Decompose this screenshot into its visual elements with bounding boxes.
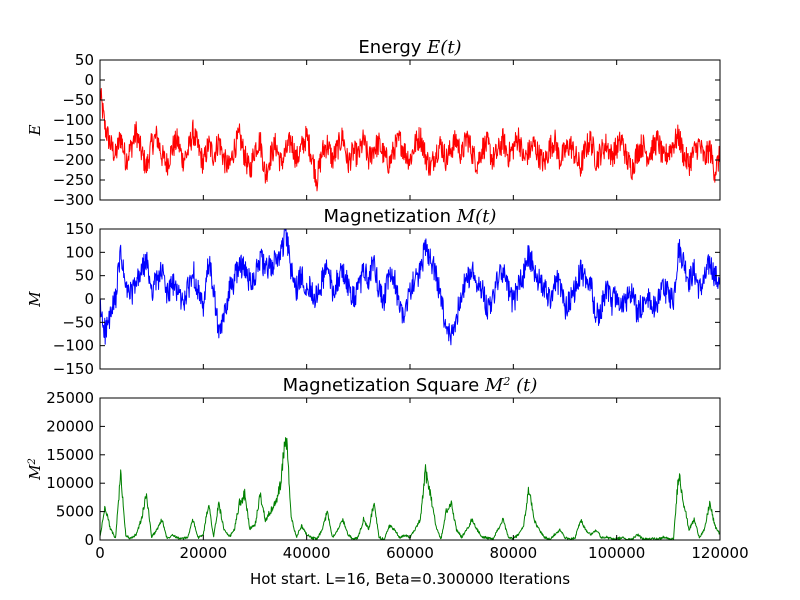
magnetization-y-tick-label: −100 [53, 337, 94, 355]
energy-plot-area [100, 88, 720, 192]
energy-series-line [100, 88, 720, 192]
magnetization-square-title: Magnetization Square M2 (t) [283, 375, 538, 397]
energy-y-ticks: 50 0 −50 −100 −150 −200 −250 −300 [53, 51, 721, 209]
energy-y-tick-label: −200 [53, 151, 94, 169]
magnetization-panel: Magnetization M(t) 150100500−50−100−150 … [26, 206, 721, 378]
magnetization-square-panel: Magnetization Square M2 (t) 25000 20000 15… [26, 375, 749, 563]
magnetization-square-x-tick-label: 80000 [489, 544, 537, 562]
energy-y-tick-label: −100 [53, 111, 94, 129]
magnetization-title: Magnetization M(t) [324, 206, 497, 227]
magnetization-square-y-tick-label: 20000 [46, 417, 94, 435]
x-axis-label: Hot start. L=16, Beta=0.300000 Iteration… [250, 570, 570, 588]
magnetization-y-tick-label: −150 [53, 360, 94, 378]
magnetization-square-y-tick-label: 10000 [46, 474, 94, 492]
magnetization-y-tick-label: 0 [84, 290, 94, 308]
magnetization-series-line [100, 229, 720, 346]
magnetization-square-x-tick-label: 20000 [179, 544, 227, 562]
magnetization-square-y-tick-label: 5000 [56, 503, 94, 521]
energy-y-tick-label: −300 [53, 191, 94, 209]
magnetization-y-axis-label: M [26, 291, 44, 308]
magnetization-square-x-ticks: 0 20000 40000 60000 80000 100000 120000 [95, 398, 749, 562]
magnetization-square-x-tick-label: 120000 [691, 544, 748, 562]
energy-y-tick-label: 0 [84, 71, 94, 89]
magnetization-square-x-tick-label: 100000 [588, 544, 645, 562]
magnetization-square-x-tick-label: 0 [95, 544, 105, 562]
magnetization-plot-area [100, 229, 720, 346]
magnetization-square-x-tick-label: 40000 [283, 544, 331, 562]
magnetization-square-y-tick-label: 25000 [46, 389, 94, 407]
magnetization-y-tick-label: 150 [65, 220, 94, 238]
energy-panel: Energy E(t) 50 0 −50 −100 −150 −200 −250 −300 E [26, 37, 721, 209]
magnetization-square-y-axis-label: M2 [26, 458, 44, 481]
magnetization-square-y-tick-label: 0 [84, 531, 94, 549]
energy-y-axis-label: E [26, 124, 44, 136]
magnetization-y-tick-label: 100 [65, 243, 94, 261]
magnetization-square-y-ticks: 25000 20000 15000 10000 5000 0 [46, 389, 720, 549]
energy-y-tick-label: −150 [53, 131, 94, 149]
magnetization-square-y-tick-label: 15000 [46, 446, 94, 464]
magnetization-square-x-tick-label: 60000 [386, 544, 434, 562]
energy-y-tick-label: −250 [53, 171, 94, 189]
magnetization-y-ticks: 150 100 50 0 −50 −100 −150 [53, 220, 721, 378]
magnetization-y-tick-label: 50 [75, 267, 94, 285]
energy-y-tick-label: 50 [75, 51, 94, 69]
energy-y-tick-label: −50 [62, 91, 94, 109]
energy-title: Energy E(t) [358, 37, 461, 58]
magnetization-y-tick-label: −50 [62, 313, 94, 331]
